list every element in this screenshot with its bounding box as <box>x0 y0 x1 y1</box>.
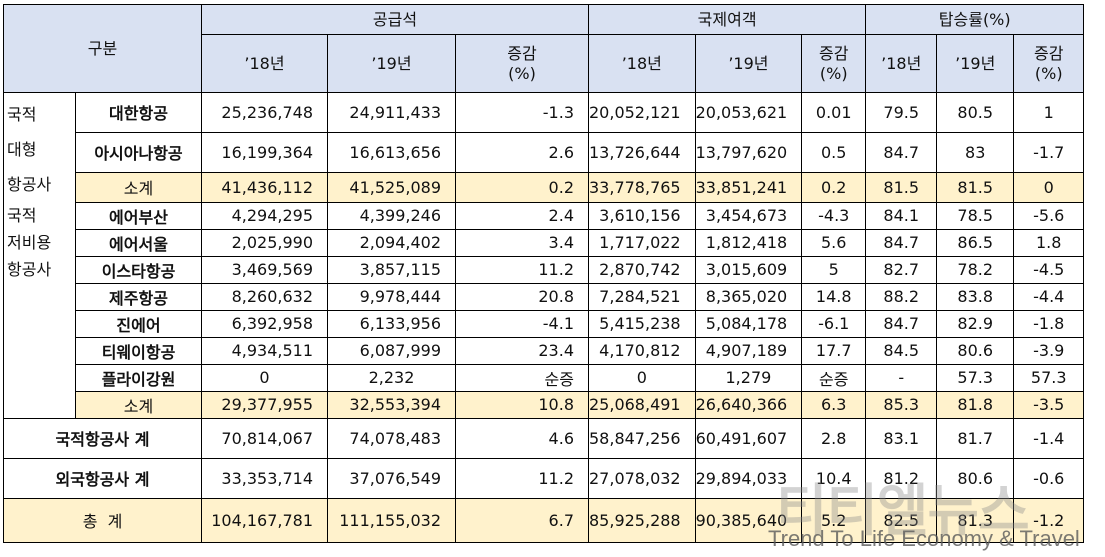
airline-name: 플라이강원 <box>75 363 202 392</box>
table-row: 국적 대형 항공사 대한항공 25,236,748 24,911,433 -1.3 … <box>3 92 1085 202</box>
header-seats-change: 증감 (%) <box>455 34 589 93</box>
grand-total-label: 총 계 <box>3 497 202 543</box>
airline-name: 에어서울 <box>75 228 202 257</box>
airline-name: 대한항공 <box>75 92 202 133</box>
header-seats-19: ’19년 <box>327 34 456 93</box>
header-pax-19: ’19년 <box>694 34 803 93</box>
airline-stats-table: 구분 공급석 국제여객 탑승률(%) ’18년 ’19년 증감 (%) ’18년 … <box>3 4 1085 543</box>
airline-name: 제주항공 <box>75 282 202 311</box>
header-pax-change: 증감 (%) <box>801 34 867 93</box>
airline-name: 에어부산 <box>75 201 202 230</box>
national-total-row: 국적항공사 계 70,814,067 74,078,483 4.6 58,847… <box>3 417 1085 459</box>
header-load-change: 증감 (%) <box>1013 34 1085 93</box>
grand-total-row: 총 계 104,167,781 111,155,032 6.7 85,925,2… <box>3 497 1085 543</box>
airline-name: 이스타항공 <box>75 255 202 284</box>
national-total-label: 국적항공사 계 <box>3 417 202 459</box>
group-label-lcc: 국적 저비용 항공사 <box>3 202 76 419</box>
subtotal-row: 소계 41,436,112 41,525,089 0.2 33,778,765 … <box>4 171 1085 203</box>
airline-name: 티웨이항공 <box>75 336 202 365</box>
airline-name: 진에어 <box>75 309 202 338</box>
header-category: 구분 <box>3 4 202 93</box>
table-row: 플라이강원 0 2,232 순증 0 1,279 순증 - 57.3 57.3 <box>4 363 1085 392</box>
subtotal-label: 소계 <box>75 171 202 203</box>
table-row: 국적 저비용 항공사 에어부산 4,294,295 4,399,246 2.4 3,… <box>3 201 1085 419</box>
header-load-factor: 탑승률(%) <box>865 4 1085 35</box>
header-seats-18: ’18년 <box>201 34 328 93</box>
subtotal-label: 소계 <box>75 390 202 419</box>
table-row: 이스타항공 3,469,569 3,857,115 11.2 2,870,742… <box>4 255 1085 284</box>
header-seats: 공급석 <box>201 4 589 35</box>
table-row: 에어서울 2,025,990 2,094,402 3.4 1,717,022 1… <box>4 228 1085 257</box>
airline-name: 아시아나항공 <box>75 131 202 173</box>
group-label-large: 국적 대형 항공사 <box>3 92 76 202</box>
header-load-19: ’19년 <box>936 34 1015 93</box>
header-passengers: 국제여객 <box>587 4 867 35</box>
foreign-total-row: 외국항공사 계 33,353,714 37,076,549 11.2 27,07… <box>3 457 1085 499</box>
subtotal-row: 소계 29,377,955 32,553,394 10.8 25,068,491… <box>4 390 1085 419</box>
table-row: 티웨이항공 4,934,511 6,087,999 23.4 4,170,812… <box>4 336 1085 365</box>
foreign-total-label: 외국항공사 계 <box>3 457 202 499</box>
header-load-18: ’18년 <box>865 34 938 93</box>
table-row: 제주항공 8,260,632 9,978,444 20.8 7,284,521 … <box>4 282 1085 311</box>
table-row: 진에어 6,392,958 6,133,956 -4.1 5,415,238 5… <box>4 309 1085 338</box>
header-pax-18: ’18년 <box>588 34 696 93</box>
table-row: 아시아나항공 16,199,364 16,613,656 2.6 13,726,… <box>4 131 1085 173</box>
